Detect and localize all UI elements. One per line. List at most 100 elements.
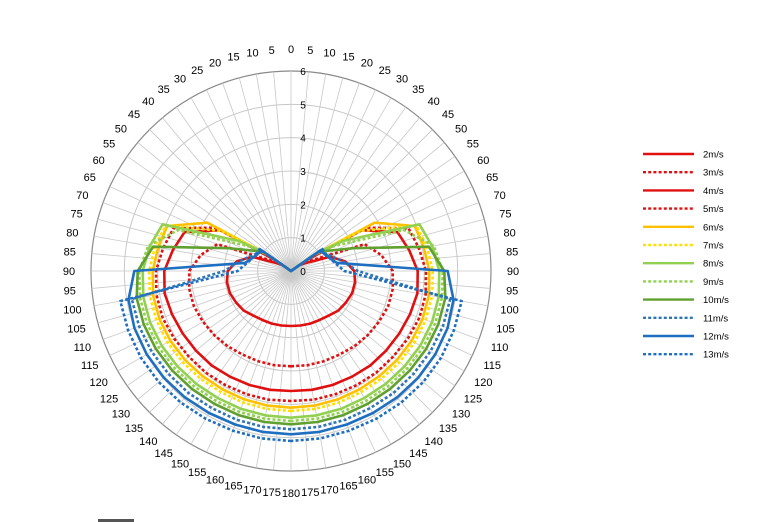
angle-tick-label: 40 bbox=[142, 96, 154, 108]
grid-spoke bbox=[290, 186, 473, 272]
angle-tick-label: 85 bbox=[64, 247, 76, 259]
legend-label: 9m/s bbox=[703, 277, 724, 288]
grid-spoke bbox=[290, 270, 433, 413]
angle-tick-label: 160 bbox=[358, 475, 376, 487]
grid-spoke bbox=[206, 89, 292, 272]
grid-spoke bbox=[149, 129, 292, 272]
legend: 2m/s 3m/s 4m/s 5m/s 6m/s 7m/s 8m/s 9m/s 10m/s 11m… bbox=[643, 150, 729, 361]
angle-tick-label: 110 bbox=[74, 342, 92, 354]
polar-grid bbox=[90, 70, 492, 472]
angle-tick-label: 140 bbox=[139, 436, 157, 448]
angle-tick-label: 100 bbox=[500, 305, 518, 317]
grid-spoke bbox=[290, 270, 344, 465]
grid-spoke bbox=[290, 270, 392, 445]
radial-tick-label: 2 bbox=[300, 200, 306, 211]
angle-tick-label: 35 bbox=[412, 84, 424, 96]
series-line-3m/s bbox=[187, 242, 395, 368]
angle-tick-label: 10 bbox=[246, 47, 258, 59]
angle-tick-label: 15 bbox=[342, 52, 354, 64]
grid-spoke bbox=[222, 270, 292, 460]
legend-label: 10m/s bbox=[703, 295, 729, 306]
grid-spoke bbox=[290, 82, 360, 272]
angle-tick-label: 80 bbox=[66, 228, 78, 240]
legend-label: 4m/s bbox=[703, 186, 724, 197]
legend-label: 12m/s bbox=[703, 332, 729, 343]
angle-tick-label: 155 bbox=[376, 467, 394, 479]
angle-tick-label: 175 bbox=[301, 487, 319, 499]
angle-tick-label: 175 bbox=[263, 487, 281, 499]
legend-label: 5m/s bbox=[703, 204, 724, 215]
angle-tick-label: 15 bbox=[227, 52, 239, 64]
angle-tick-label: 20 bbox=[361, 57, 373, 69]
angle-tick-label: 165 bbox=[224, 480, 242, 492]
angle-tick-label: 45 bbox=[128, 109, 140, 121]
angle-tick-label: 120 bbox=[474, 377, 492, 389]
grid-spoke bbox=[206, 270, 292, 453]
angle-tick-label: 20 bbox=[209, 57, 221, 69]
angle-tick-label: 105 bbox=[67, 324, 85, 336]
angle-tick-label: 145 bbox=[155, 448, 173, 460]
series-line-9m/s bbox=[138, 228, 444, 423]
grid-spoke bbox=[175, 270, 292, 436]
radial-tick-label: 0 bbox=[300, 267, 306, 278]
grid-spoke bbox=[290, 270, 485, 324]
angle-tick-label: 55 bbox=[103, 139, 115, 151]
grid-spoke bbox=[290, 97, 392, 272]
angle-tick-label: 130 bbox=[112, 409, 130, 421]
angle-tick-label: 25 bbox=[191, 65, 203, 77]
angle-tick-label: 25 bbox=[379, 65, 391, 77]
angle-tick-label: 5 bbox=[269, 45, 275, 57]
angle-tick-label: 90 bbox=[63, 266, 75, 278]
grid-spoke bbox=[290, 71, 309, 272]
grid-spoke bbox=[290, 270, 360, 460]
angle-tick-label: 140 bbox=[425, 436, 443, 448]
angle-tick-label: 55 bbox=[467, 139, 479, 151]
angle-tick-label: 45 bbox=[442, 109, 454, 121]
grid-spoke bbox=[290, 142, 445, 272]
radial-tick-label: 4 bbox=[300, 134, 306, 145]
angle-tick-label: 170 bbox=[243, 485, 261, 497]
grid-spoke bbox=[97, 218, 292, 272]
grid-spoke bbox=[290, 129, 433, 272]
grid-spoke bbox=[273, 270, 292, 471]
legend-label: 7m/s bbox=[703, 241, 724, 252]
grid-spoke bbox=[290, 253, 491, 272]
grid-spoke bbox=[162, 117, 292, 272]
radial-tick-label: 3 bbox=[300, 167, 306, 178]
angle-tick-label: 0 bbox=[288, 44, 294, 56]
grid-spoke bbox=[93, 235, 292, 272]
grid-spoke bbox=[255, 73, 292, 272]
grid-spoke bbox=[175, 106, 292, 272]
series-layer bbox=[119, 221, 463, 443]
angle-tick-label: 150 bbox=[171, 458, 189, 470]
grid-spoke bbox=[162, 270, 292, 425]
grid-spoke bbox=[290, 77, 344, 272]
angle-tick-label: 60 bbox=[93, 155, 105, 167]
grid-spoke bbox=[238, 270, 292, 465]
angle-tick-label: 170 bbox=[320, 485, 338, 497]
grid-spoke bbox=[91, 270, 292, 289]
angle-tick-label: 70 bbox=[493, 190, 505, 202]
legend-label: 13m/s bbox=[703, 350, 729, 361]
scrollbar-stub bbox=[98, 519, 134, 522]
grid-spoke bbox=[97, 270, 292, 324]
angle-tick-label: 60 bbox=[477, 155, 489, 167]
angle-tick-label: 110 bbox=[491, 342, 509, 354]
angle-tick-label: 85 bbox=[506, 247, 518, 259]
angle-tick-label: 125 bbox=[100, 393, 118, 405]
angle-tick-label: 125 bbox=[464, 393, 482, 405]
angle-tick-label: 145 bbox=[409, 448, 427, 460]
angle-tick-label: 10 bbox=[323, 47, 335, 59]
angle-tick-label: 90 bbox=[507, 266, 519, 278]
angle-tick-label: 5 bbox=[307, 45, 313, 57]
angle-tick-label: 130 bbox=[452, 409, 470, 421]
grid-spoke bbox=[273, 71, 292, 272]
angle-tick-label: 135 bbox=[439, 423, 457, 435]
angle-tick-label: 100 bbox=[63, 305, 81, 317]
legend-label: 6m/s bbox=[703, 222, 724, 233]
angle-tick-label: 65 bbox=[486, 172, 498, 184]
radial-tick-label: 6 bbox=[300, 67, 306, 78]
series-line-12m/s bbox=[127, 248, 455, 436]
